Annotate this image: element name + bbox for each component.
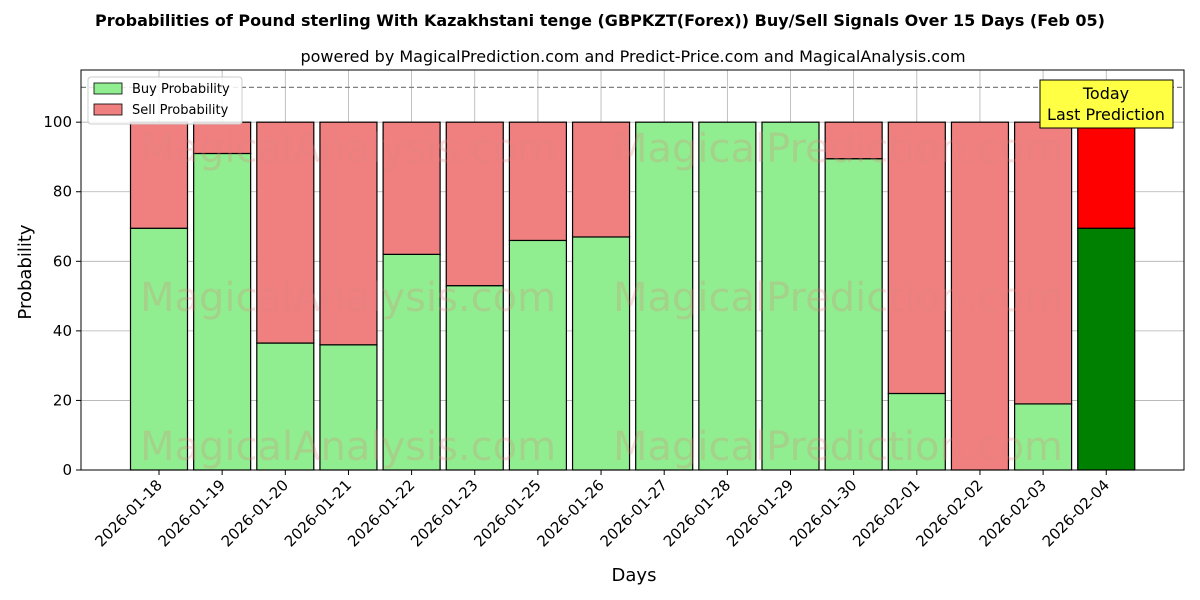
x-tick-label: 2026-01-27 [597,476,671,550]
y-tick-label: 0 [62,461,72,479]
bar-buy [635,121,694,471]
bar-sell [319,121,378,346]
x-axis-title: Days [612,565,657,586]
chart-subtitle: powered by MagicalPrediction.com and Pre… [300,47,965,66]
legend: Buy Probability Sell Probability [87,76,243,125]
y-axis-title: Probability [15,224,36,319]
y-tick-label: 40 [53,322,72,340]
x-tick-label: 2026-01-25 [470,476,544,550]
annotation-line-2: Last Prediction [1047,105,1165,124]
x-tick-label: 2026-02-02 [912,476,986,550]
bar-buy [1013,403,1073,471]
bar-sell [508,121,567,242]
watermark-text: MagicalAnalysis.com [140,424,556,470]
y-tick-label: 80 [53,183,72,201]
x-tick-label: 2026-02-01 [849,476,923,550]
x-tick-label: 2026-02-03 [976,476,1050,550]
bar-sell [887,121,946,395]
x-tick-label: 2026-01-30 [786,476,860,550]
x-tick-label: 2026-01-19 [155,476,229,550]
legend-label-buy: Buy Probability [132,82,230,97]
x-axis-ticks: 2026-01-182026-01-192026-01-202026-01-21… [91,470,1113,550]
watermark-text: MagicalPrediction.com [613,275,1063,321]
today-annotation: Today Last Prediction [1039,79,1174,129]
bar-sell [1077,121,1136,229]
bar-sell [129,121,189,229]
bar-buy [193,152,252,471]
watermark-text: MagicalAnalysis.com [140,126,556,172]
legend-swatch-buy [93,82,123,95]
bar-sell [1013,121,1073,405]
bar-buy [698,121,757,471]
bar-sell [571,121,631,238]
bar-buy [508,239,567,471]
bar-buy [319,344,378,471]
chart-title: Probabilities of Pound sterling With Kaz… [95,11,1105,30]
x-tick-label: 2026-01-20 [218,476,292,550]
y-tick-label: 100 [43,113,72,131]
watermark-text: MagicalAnalysis.com [140,275,556,321]
annotation-box [1039,79,1174,129]
plot-frame [80,69,1185,471]
x-tick-label: 2026-01-23 [407,476,481,550]
bar-buy [445,285,504,471]
watermark-text: MagicalPrediction.com [613,424,1063,470]
y-axis-ticks: 0 20 40 60 80 100 [43,113,81,479]
bar-buy [571,236,631,471]
annotation-line-1: Today [1082,84,1129,103]
watermarks: MagicalAnalysis.com MagicalPrediction.com… [140,126,1063,470]
bar-sell [256,121,315,344]
y-tick-label: 20 [53,391,72,409]
x-tick-label: 2026-02-04 [1039,476,1113,550]
bar-buy [382,253,441,471]
legend-swatch-sell [93,103,123,116]
bars [129,121,1136,471]
x-tick-label: 2026-01-22 [344,476,418,550]
watermark-text: MagicalPrediction.com [613,126,1063,172]
x-tick-label: 2026-01-18 [91,476,165,550]
x-tick-label: 2026-01-29 [723,476,797,550]
bar-sell [382,121,441,255]
bar-buy [761,121,820,471]
bar-sell [950,121,1010,471]
bar-buy [887,392,946,471]
x-tick-label: 2026-01-21 [281,476,355,550]
bar-buy [1077,227,1136,471]
legend-label-sell: Sell Probability [132,103,229,118]
bar-buy [824,158,883,471]
y-tick-label: 60 [53,252,72,270]
bar-sell [824,121,883,160]
bar-sell [445,121,504,287]
x-tick-label: 2026-01-28 [660,476,734,550]
legend-box [87,76,243,125]
bar-buy [256,342,315,471]
x-tick-label: 2026-01-26 [533,476,607,550]
